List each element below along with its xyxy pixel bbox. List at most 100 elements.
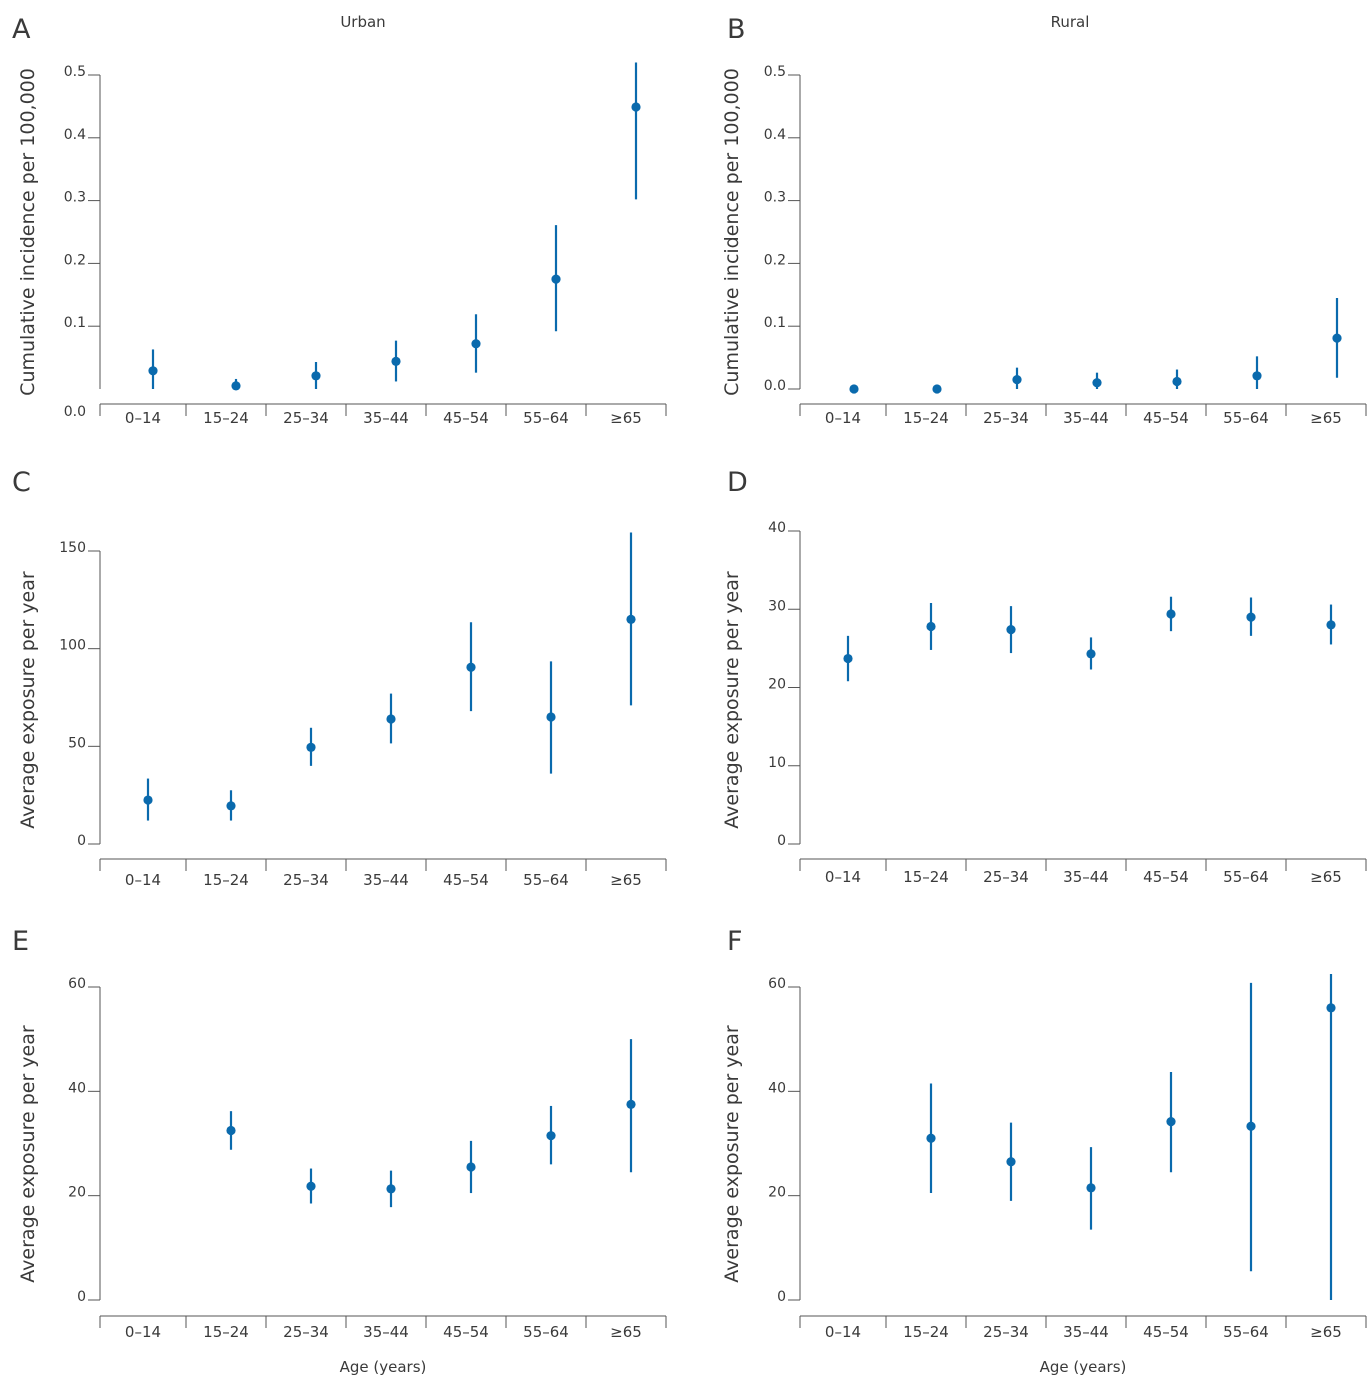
panel-b-x-tick-label: 35–44 — [1063, 409, 1109, 427]
panel-b-x-tick-label: 25–34 — [983, 409, 1029, 427]
panel-b-y-tick-label: 0.3 — [764, 190, 786, 206]
panel-c-point — [386, 714, 396, 724]
panel-b-x-tick-label: 45–54 — [1143, 409, 1189, 427]
panel-e-y-axis-label: Average exposure per year — [17, 1025, 39, 1283]
panel-d-y-tick-label: 20 — [768, 677, 786, 693]
panel-b-y-tick-label: 0.4 — [764, 127, 786, 143]
panel-c-y-tick-label: 150 — [59, 540, 86, 556]
panel-e-x-tick-label: 55–64 — [523, 1323, 569, 1341]
panel-e-x-axis-label: Age (years) — [340, 1358, 427, 1376]
panel-f-x-tick-label: 55–64 — [1223, 1323, 1269, 1341]
panel-b-y-tick-label: 0.2 — [764, 252, 786, 268]
panel-a-y-axis-label: Cumulative incidence per 100,000 — [17, 68, 39, 396]
panel-d-y-axis-label: Average exposure per year — [721, 571, 743, 829]
panel-d-point — [1006, 624, 1016, 635]
panel-f-point — [1166, 1116, 1176, 1127]
panel-b-y-tick-label: 0.1 — [764, 315, 786, 331]
panel-d-point — [843, 653, 853, 664]
panel-a-point — [391, 356, 401, 366]
panel-f-point — [1326, 1003, 1336, 1013]
panel-a-y-tick-label: 0.0 — [64, 404, 86, 420]
panel-f-point — [1006, 1157, 1016, 1167]
panel-d-x-tick-label: ≥65 — [1310, 868, 1342, 886]
panel-c-x-tick-label: 15–24 — [203, 871, 249, 889]
panel-d-point — [1326, 620, 1336, 630]
panel-a-x-tick-label: 35–44 — [363, 409, 409, 427]
panel-b-point — [1332, 333, 1342, 343]
panel-d-y-tick-label: 0 — [777, 833, 786, 849]
panel-f-x-tick-label: ≥65 — [1310, 1323, 1342, 1341]
panel-d-x-tick-label: 45–54 — [1143, 868, 1189, 886]
panel-a-x-tick-label: 15–24 — [203, 409, 249, 427]
panel-d-point — [1166, 609, 1176, 619]
panel-b-y-axis-label: Cumulative incidence per 100,000 — [721, 68, 743, 396]
panel-d-point — [926, 621, 936, 632]
panel-a-letter: A — [12, 14, 31, 45]
panel-d-point — [1246, 612, 1256, 622]
panel-d-point — [1086, 649, 1096, 659]
panel-b-x-tick-label: 0–14 — [825, 409, 861, 427]
panel-b-title: Rural — [1051, 13, 1090, 31]
panel-e-point — [546, 1131, 556, 1141]
panel-b-point — [1252, 371, 1262, 381]
panel-b-x-tick-label: ≥65 — [1310, 409, 1342, 427]
panel-c-y-tick-label: 100 — [59, 638, 86, 654]
panel-e-y-tick-label: 20 — [68, 1185, 86, 1201]
panel-f-point — [1246, 1121, 1256, 1131]
panel-e-y-tick-label: 60 — [68, 976, 86, 992]
panel-a-point — [631, 102, 641, 112]
panel-a-x-tick-label: 25–34 — [283, 409, 329, 427]
panel-e-letter: E — [12, 926, 29, 957]
panel-a-title: Urban — [340, 13, 385, 31]
panel-e-y-tick-label: 0 — [77, 1289, 86, 1305]
panel-b-point — [932, 384, 942, 394]
panel-a-point — [471, 339, 481, 349]
panel-d-letter: D — [727, 467, 748, 498]
panel-f-x-tick-label: 45–54 — [1143, 1323, 1189, 1341]
panel-d-x-tick-label: 35–44 — [1063, 868, 1109, 886]
panel-c-point — [626, 614, 636, 624]
panel-f-x-tick-label: 0–14 — [825, 1323, 861, 1341]
panel-f-y-tick-label: 40 — [768, 1080, 786, 1096]
panel-d-y-tick-label: 30 — [768, 598, 786, 614]
panel-a-y-tick-label: 0.4 — [64, 127, 86, 143]
panel-a-x-tick-label: 55–64 — [523, 409, 569, 427]
panel-e-x-tick-label: 25–34 — [283, 1323, 329, 1341]
panel-e-point — [466, 1162, 476, 1172]
panel-d-x-tick-label: 15–24 — [903, 868, 949, 886]
panel-c-x-tick-label: 55–64 — [523, 871, 569, 889]
panel-d-y-tick-label: 10 — [768, 755, 786, 771]
panel-b-point — [1172, 376, 1182, 387]
panel-f-x-tick-label: 15–24 — [903, 1323, 949, 1341]
panel-e-point — [386, 1184, 396, 1194]
panel-c-x-tick-label: ≥65 — [610, 871, 642, 889]
panel-a-y-tick-label: 0.3 — [64, 190, 86, 206]
panel-b-point — [1092, 378, 1102, 388]
panel-c-x-tick-label: 45–54 — [443, 871, 489, 889]
panel-e-x-tick-label: 15–24 — [203, 1323, 249, 1341]
panel-e-y-tick-label: 40 — [68, 1080, 86, 1096]
panel-f-y-tick-label: 0 — [777, 1289, 786, 1305]
panel-c-x-tick-label: 0–14 — [125, 871, 161, 889]
panel-a-point — [148, 366, 158, 376]
panel-d-x-tick-label: 55–64 — [1223, 868, 1269, 886]
panel-b-y-tick-label: 0.0 — [764, 378, 786, 394]
panel-b-x-tick-label: 55–64 — [1223, 409, 1269, 427]
panel-e-point — [226, 1125, 236, 1136]
panel-f-y-tick-label: 60 — [768, 976, 786, 992]
panel-a-y-tick-label: 0.2 — [64, 252, 86, 268]
panel-e-point — [626, 1099, 636, 1109]
panel-d-x-tick-label: 25–34 — [983, 868, 1029, 886]
panel-c-point — [226, 801, 236, 811]
panel-a-x-tick-label: ≥65 — [610, 409, 642, 427]
panel-b-x-tick-label: 15–24 — [903, 409, 949, 427]
panel-a-point — [551, 274, 561, 284]
panel-f-y-tick-label: 20 — [768, 1185, 786, 1201]
panel-c-x-tick-label: 25–34 — [283, 871, 329, 889]
panel-c-point — [143, 795, 153, 805]
panel-f-x-tick-label: 35–44 — [1063, 1323, 1109, 1341]
panel-a-y-tick-label: 0.5 — [64, 64, 86, 80]
panel-e-x-tick-label: 45–54 — [443, 1323, 489, 1341]
panel-c-point — [466, 662, 476, 672]
